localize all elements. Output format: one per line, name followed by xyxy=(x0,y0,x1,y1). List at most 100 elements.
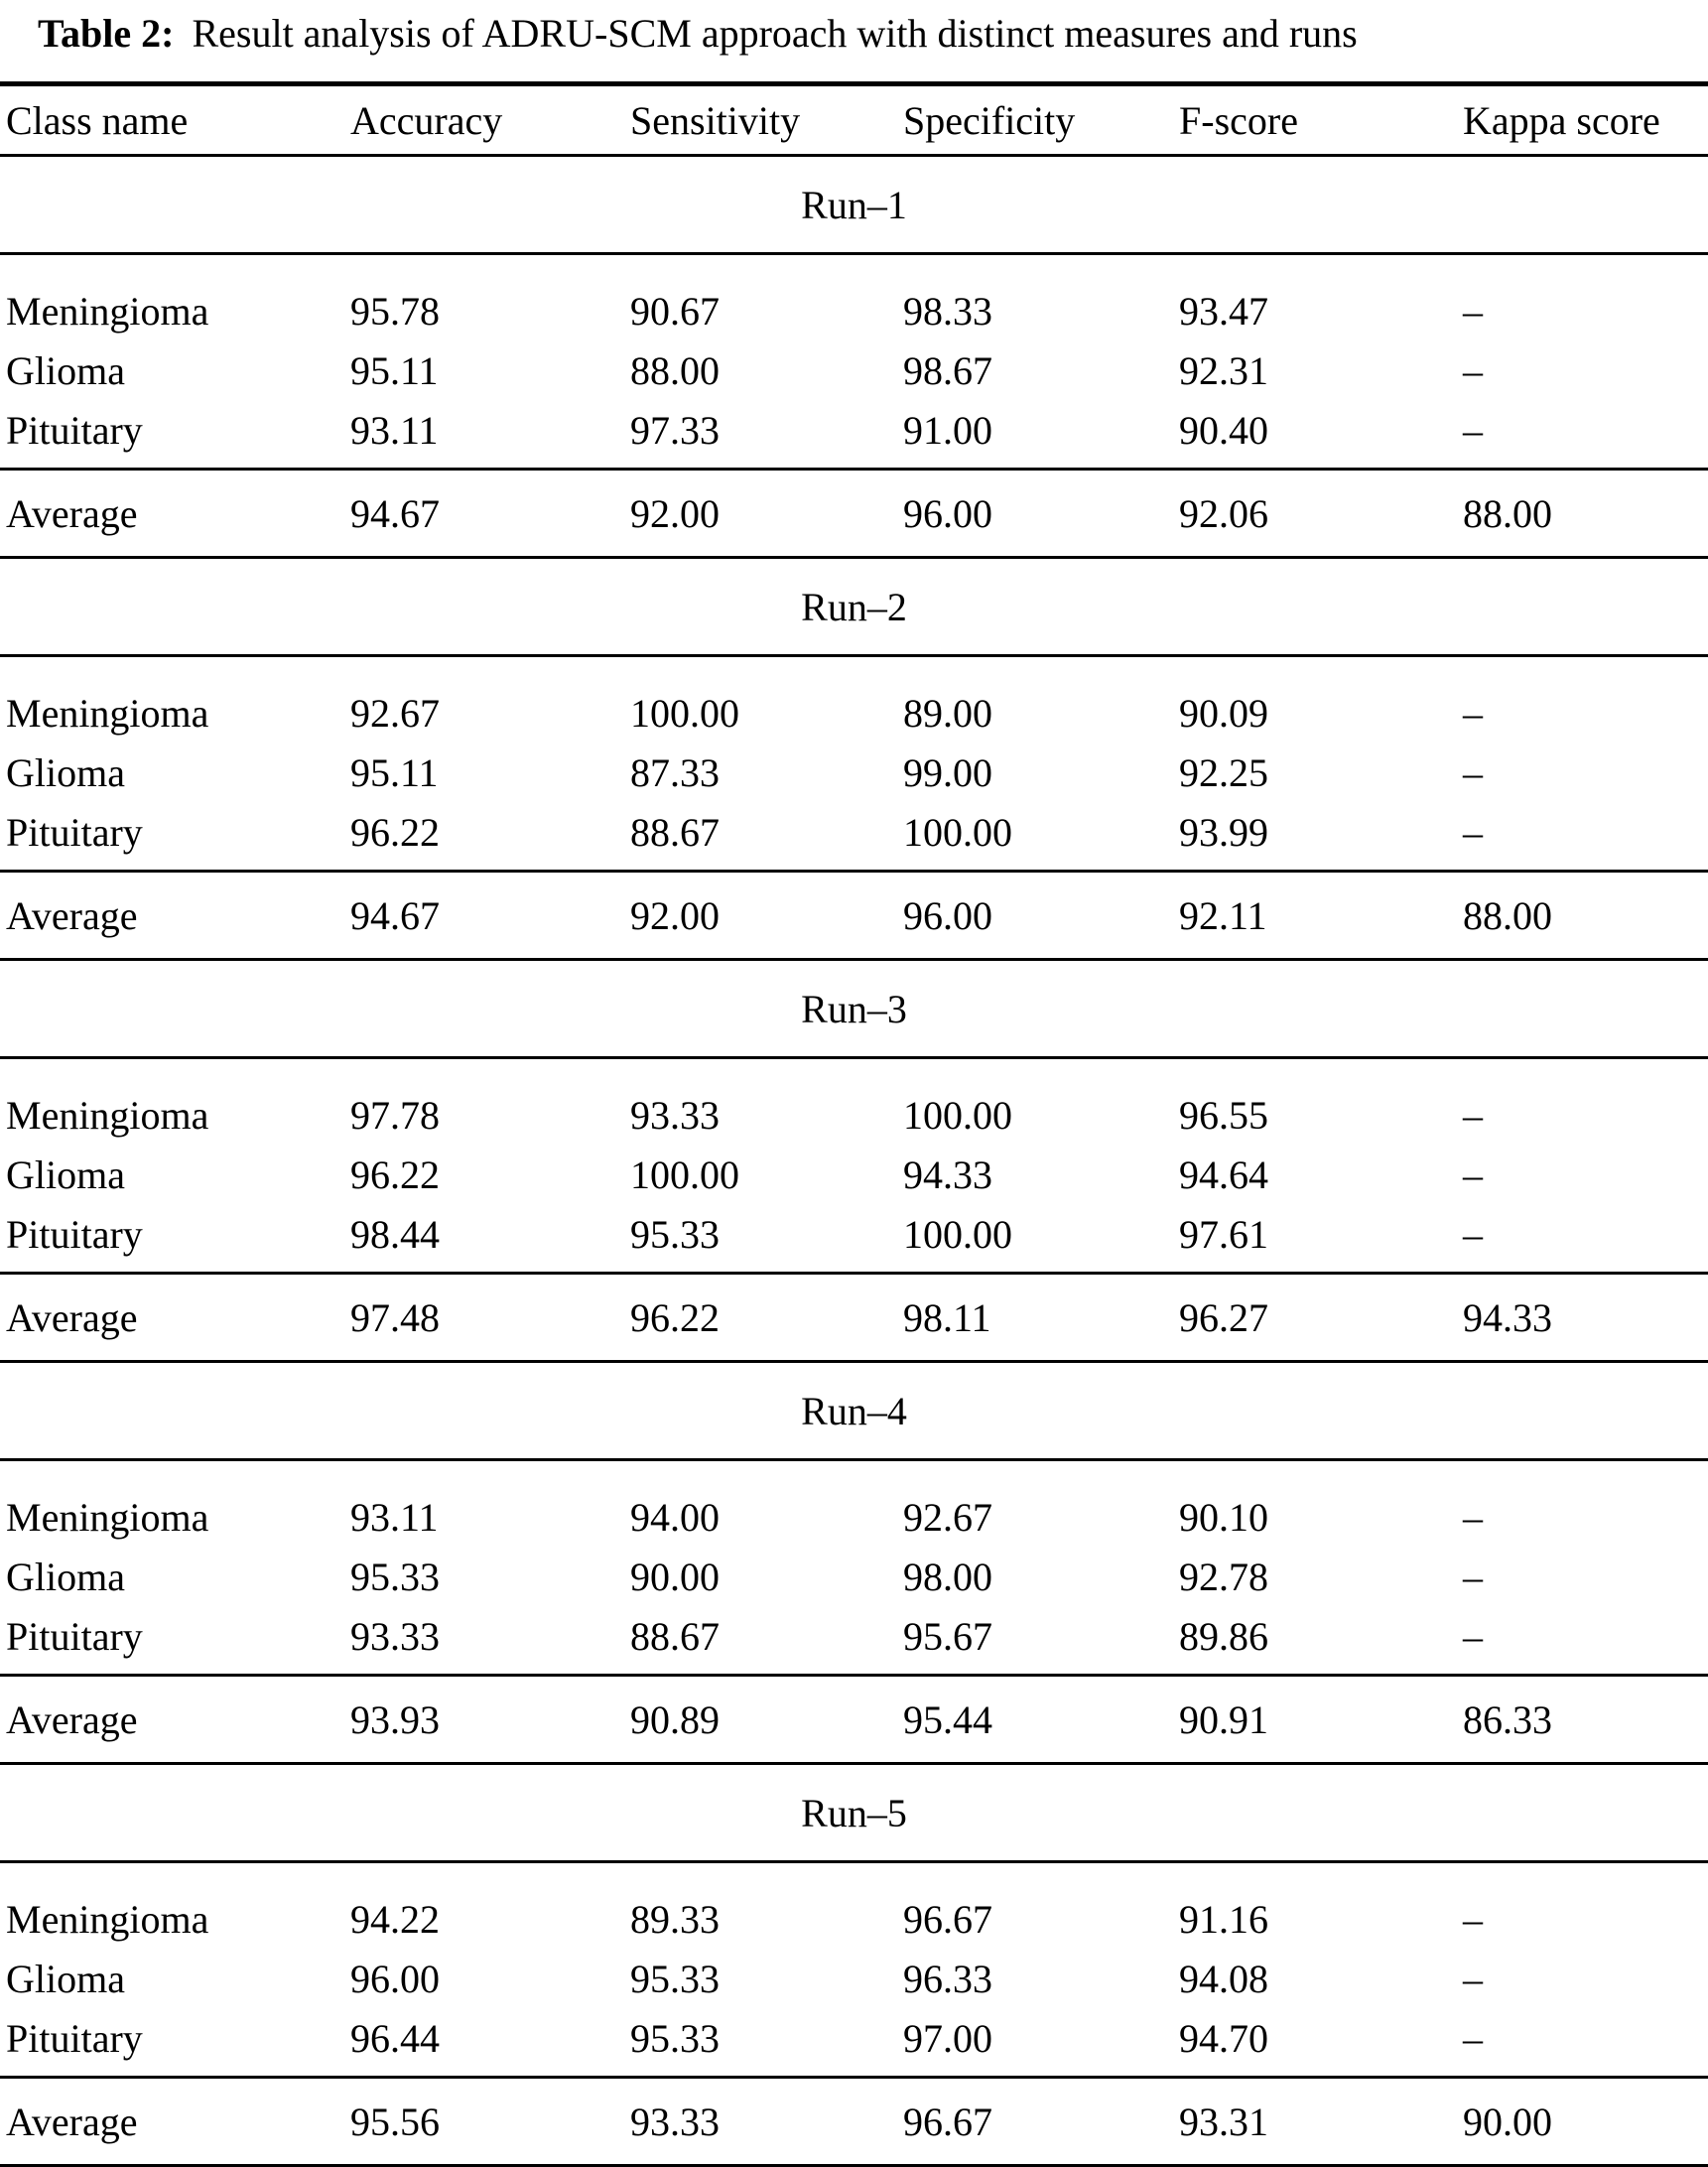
value-cell: 93.99 xyxy=(1179,809,1268,855)
run-data-block: Meningioma 93.11 94.00 92.67 90.10 – Glioma 95.… xyxy=(0,1461,1708,1674)
value-cell: 100.00 xyxy=(903,1092,1012,1138)
value-cell: 93.47 xyxy=(1179,288,1268,334)
table-row: Meningioma 93.11 94.00 92.67 90.10 – xyxy=(0,1487,1708,1547)
table-row: Meningioma 97.78 93.33 100.00 96.55 – xyxy=(0,1085,1708,1145)
value-cell: 95.33 xyxy=(350,1554,440,1599)
value-cell: 92.67 xyxy=(903,1494,992,1540)
class-name-cell: Pituitary xyxy=(6,1613,143,1659)
value-cell: – xyxy=(1463,2015,1483,2061)
value-cell: 92.00 xyxy=(630,490,720,536)
table-row: Pituitary 96.44 95.33 97.00 94.70 – xyxy=(0,2008,1708,2068)
value-cell: 90.00 xyxy=(630,1554,720,1599)
class-name-cell: Meningioma xyxy=(6,288,209,334)
class-name-cell: Average xyxy=(6,1696,138,1742)
value-cell: – xyxy=(1463,407,1483,453)
value-cell: 96.27 xyxy=(1179,1294,1268,1340)
class-name-cell: Glioma xyxy=(6,347,125,393)
run-data-block: Meningioma 95.78 90.67 98.33 93.47 – Glioma 95.… xyxy=(0,255,1708,468)
value-cell: 95.11 xyxy=(350,347,439,393)
value-cell: 95.44 xyxy=(903,1696,992,1742)
value-cell: – xyxy=(1463,1211,1483,1257)
average-row: Average 95.56 93.33 96.67 93.31 90.00 xyxy=(0,2079,1708,2164)
average-row: Average 93.93 90.89 95.44 90.91 86.33 xyxy=(0,1677,1708,1762)
value-cell: 90.10 xyxy=(1179,1494,1268,1540)
class-name-cell: Pituitary xyxy=(6,1211,143,1257)
value-cell: 90.40 xyxy=(1179,407,1268,453)
value-cell: 93.33 xyxy=(350,1613,440,1659)
run-section-label: Run–1 xyxy=(801,182,907,227)
value-cell: 96.22 xyxy=(630,1294,720,1340)
value-cell: 96.00 xyxy=(903,892,992,938)
value-cell: – xyxy=(1463,809,1483,855)
value-cell: 97.78 xyxy=(350,1092,440,1138)
value-cell: 90.89 xyxy=(630,1696,720,1742)
value-cell: 96.67 xyxy=(903,1896,992,1942)
rule xyxy=(0,2164,1708,2167)
value-cell: 92.11 xyxy=(1179,892,1267,938)
value-cell: 95.33 xyxy=(630,1211,720,1257)
value-cell: 91.00 xyxy=(903,407,992,453)
class-name-cell: Meningioma xyxy=(6,1092,209,1138)
average-row: Average 94.67 92.00 96.00 92.06 88.00 xyxy=(0,471,1708,556)
value-cell: 94.08 xyxy=(1179,1956,1268,2001)
rule xyxy=(0,1674,1708,1677)
column-header: Sensitivity xyxy=(630,97,801,143)
value-cell: 95.11 xyxy=(350,749,439,795)
value-cell: 96.44 xyxy=(350,2015,440,2061)
value-cell: 95.33 xyxy=(630,2015,720,2061)
value-cell: 94.22 xyxy=(350,1896,440,1942)
class-name-cell: Average xyxy=(6,2099,138,2144)
value-cell: – xyxy=(1463,1151,1483,1197)
value-cell: 100.00 xyxy=(630,1151,739,1197)
value-cell: 86.33 xyxy=(1463,1696,1552,1742)
table-row: Meningioma 92.67 100.00 89.00 90.09 – xyxy=(0,683,1708,743)
class-name-cell: Average xyxy=(6,892,138,938)
value-cell: 94.33 xyxy=(1463,1294,1552,1340)
table-row: Pituitary 96.22 88.67 100.00 93.99 – xyxy=(0,802,1708,862)
column-header: Accuracy xyxy=(350,97,503,143)
rule xyxy=(0,1458,1708,1461)
value-cell: 97.33 xyxy=(630,407,720,453)
value-cell: 93.33 xyxy=(630,1092,720,1138)
value-cell: 93.11 xyxy=(350,407,439,453)
value-cell: 96.00 xyxy=(350,1956,440,2001)
rule xyxy=(0,252,1708,255)
rule xyxy=(0,154,1708,157)
table-header-row: Class name Accuracy Sensitivity Specificity… xyxy=(0,86,1708,154)
value-cell: 94.67 xyxy=(350,892,440,938)
value-cell: 88.00 xyxy=(1463,892,1552,938)
value-cell: 95.33 xyxy=(630,1956,720,2001)
value-cell: – xyxy=(1463,749,1483,795)
value-cell: 96.00 xyxy=(903,490,992,536)
value-cell: 87.33 xyxy=(630,749,720,795)
value-cell: 90.09 xyxy=(1179,690,1268,736)
value-cell: 92.67 xyxy=(350,690,440,736)
value-cell: 96.33 xyxy=(903,1956,992,2001)
value-cell: 98.11 xyxy=(903,1294,991,1340)
rule xyxy=(0,1762,1708,1765)
value-cell: 93.33 xyxy=(630,2099,720,2144)
table-row: Glioma 95.33 90.00 98.00 92.78 – xyxy=(0,1547,1708,1606)
value-cell: 90.91 xyxy=(1179,1696,1268,1742)
table-row: Pituitary 93.11 97.33 91.00 90.40 – xyxy=(0,400,1708,460)
value-cell: 94.67 xyxy=(350,490,440,536)
value-cell: 92.78 xyxy=(1179,1554,1268,1599)
value-cell: 92.25 xyxy=(1179,749,1268,795)
value-cell: 98.00 xyxy=(903,1554,992,1599)
value-cell: 92.31 xyxy=(1179,347,1268,393)
value-cell: 95.67 xyxy=(903,1613,992,1659)
value-cell: 100.00 xyxy=(903,809,1012,855)
rule xyxy=(0,958,1708,961)
value-cell: 88.67 xyxy=(630,1613,720,1659)
value-cell: 96.22 xyxy=(350,809,440,855)
value-cell: – xyxy=(1463,1956,1483,2001)
value-cell: 89.33 xyxy=(630,1896,720,1942)
table-caption: Table 2: Result analysis of ADRU-SCM appr… xyxy=(0,0,1708,81)
class-name-cell: Meningioma xyxy=(6,1896,209,1942)
value-cell: 94.70 xyxy=(1179,2015,1268,2061)
value-cell: 96.22 xyxy=(350,1151,440,1197)
value-cell: 91.16 xyxy=(1179,1896,1268,1942)
column-header: Class name xyxy=(6,97,189,143)
value-cell: – xyxy=(1463,1494,1483,1540)
rule xyxy=(0,1860,1708,1863)
